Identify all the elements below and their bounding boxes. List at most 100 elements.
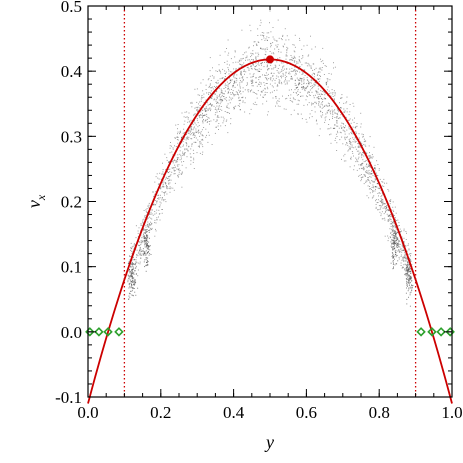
scatter-point: [195, 106, 197, 108]
scatter-point: [205, 106, 207, 108]
scatter-point: [255, 52, 257, 54]
scatter-point: [390, 214, 391, 216]
scatter-point: [127, 281, 129, 283]
scatter-point: [326, 105, 328, 107]
scatter-point: [333, 90, 335, 92]
scatter-point: [210, 120, 212, 122]
scatter-point: [145, 240, 147, 242]
scatter-point: [340, 97, 342, 99]
scatter-point: [138, 241, 140, 243]
scatter-point: [327, 94, 328, 96]
scatter-point: [396, 220, 397, 222]
scatter-point: [399, 240, 401, 242]
scatter-point: [218, 70, 220, 72]
scatter-point: [139, 263, 141, 265]
scatter-point: [299, 66, 301, 68]
scatter-point: [169, 147, 171, 149]
scatter-point: [221, 100, 223, 102]
scatter-point: [386, 213, 388, 215]
scatter-point: [311, 88, 313, 90]
scatter-point: [348, 114, 350, 116]
scatter-point: [214, 93, 216, 95]
scatter-point: [370, 176, 372, 178]
scatter-point: [257, 41, 259, 43]
scatter-point: [220, 96, 222, 98]
scatter-point: [144, 253, 146, 255]
scatter-point: [226, 81, 228, 83]
scatter-point: [393, 237, 395, 239]
scatter-point: [233, 84, 234, 86]
scatter-point: [368, 158, 370, 160]
y-tick-label: 0.0: [61, 323, 82, 342]
scatter-point: [130, 272, 132, 274]
scatter-point: [394, 244, 395, 246]
scatter-point: [128, 287, 130, 289]
scatter-point: [149, 229, 151, 231]
scatter-point: [380, 189, 382, 191]
scatter-point: [228, 68, 229, 70]
scatter-point: [176, 157, 178, 158]
scatter-point: [151, 209, 153, 211]
scatter-point: [136, 249, 138, 251]
scatter-point: [407, 290, 409, 292]
scatter-point: [277, 76, 279, 78]
scatter-point: [390, 199, 392, 201]
scatter-point: [266, 36, 268, 38]
scatter-point: [176, 164, 178, 166]
scatter-point: [206, 113, 208, 115]
scatter-point: [130, 266, 131, 268]
scatter-point: [270, 63, 272, 64]
scatter-point: [154, 211, 156, 212]
scatter-point: [341, 94, 343, 96]
scatter-point: [313, 97, 315, 99]
scatter-point: [392, 225, 394, 227]
scatter-point: [133, 244, 135, 246]
scatter-point: [308, 83, 310, 85]
scatter-point: [343, 123, 345, 125]
scatter-point: [352, 137, 354, 139]
scatter-point: [233, 80, 235, 82]
scatter-point: [319, 71, 321, 73]
scatter-point: [366, 170, 368, 172]
scatter-point: [267, 114, 268, 116]
scatter-point: [311, 91, 313, 93]
scatter-point: [359, 146, 361, 148]
scatter-point: [360, 142, 362, 144]
scatter-point: [405, 245, 407, 247]
scatter-point: [140, 252, 142, 254]
scatter-point: [163, 192, 165, 194]
scatter-point: [142, 219, 144, 221]
scatter-point: [164, 199, 166, 200]
scatter-point: [299, 71, 301, 73]
scatter-point: [194, 114, 196, 116]
scatter-point: [285, 54, 287, 56]
scatter-point: [241, 77, 243, 79]
scatter-point: [147, 243, 148, 245]
scatter-point: [254, 68, 256, 70]
scatter-point: [161, 173, 163, 175]
scatter-point: [192, 134, 194, 136]
scatter-point: [380, 197, 382, 199]
scatter-point: [258, 84, 260, 86]
scatter-point: [285, 78, 286, 80]
scatter-point: [324, 121, 326, 123]
scatter-point: [209, 75, 211, 77]
scatter-point: [336, 108, 338, 110]
scatter-point: [266, 47, 268, 49]
scatter-point: [387, 221, 389, 222]
scatter-point: [329, 119, 330, 121]
scatter-point: [325, 116, 327, 118]
scatter-point: [394, 235, 396, 237]
scatter-point: [247, 91, 249, 93]
scatter-point: [224, 111, 226, 112]
scatter-point: [408, 288, 410, 290]
scatter-point: [170, 174, 172, 176]
scatter-point: [234, 94, 235, 96]
scatter-point: [305, 118, 307, 120]
scatter-point: [216, 120, 218, 122]
scatter-point: [219, 111, 220, 112]
scatter-point: [298, 84, 300, 86]
scatter-point: [408, 267, 410, 269]
scatter-point: [262, 48, 264, 50]
scatter-point: [216, 90, 218, 92]
